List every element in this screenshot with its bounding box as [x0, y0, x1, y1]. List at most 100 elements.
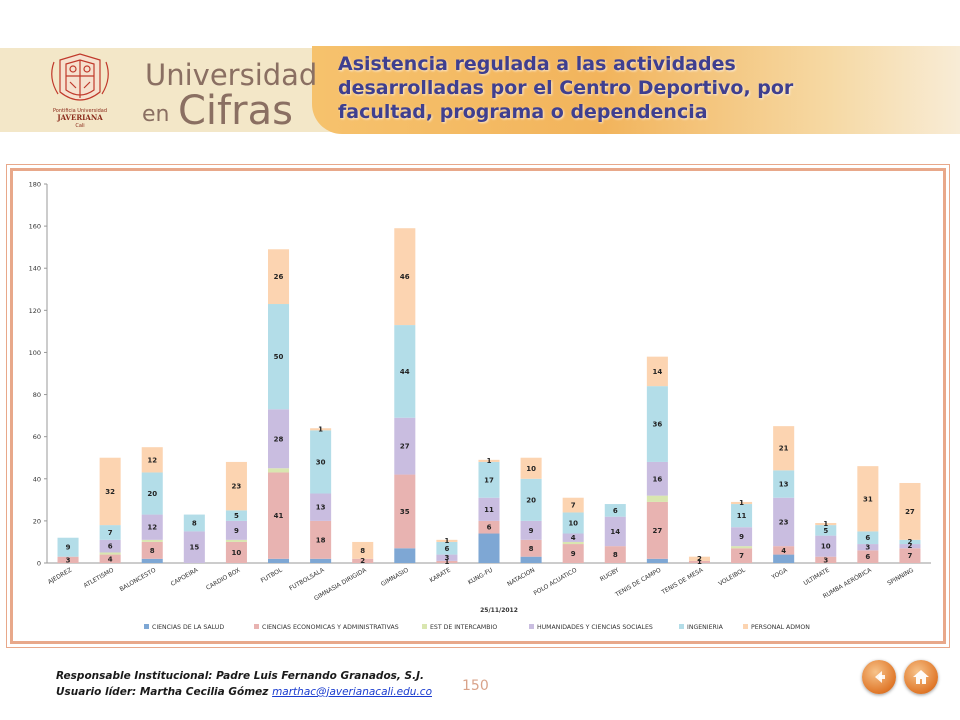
data-label: 4: [781, 547, 786, 555]
bar-segment: [478, 497, 500, 521]
bar-segment: [310, 493, 332, 521]
legend-swatch: [743, 624, 748, 629]
bar-segment: [268, 409, 290, 469]
bar-segment: [604, 504, 626, 517]
bar-segment: [394, 548, 416, 563]
data-label: 1: [823, 520, 828, 528]
bar-segment: [520, 478, 542, 521]
stacked-bar-chart: 02040608010012014016018039AJEDREZ46732AT…: [29, 181, 931, 631]
bar-segment: [394, 325, 416, 418]
bar-segment: [646, 461, 668, 496]
y-tick-label: 140: [29, 265, 41, 273]
data-label: 31: [863, 495, 873, 503]
date-label: 25/11/2012: [480, 607, 518, 614]
bar-segment: [225, 541, 247, 563]
bar-segment: [352, 541, 374, 559]
bar-segment: [688, 556, 710, 561]
home-icon: [913, 670, 929, 684]
footer: Responsable Institucional: Padre Luis Fe…: [56, 668, 432, 700]
brand-line2b: Cifras: [178, 88, 293, 134]
legend-label: PERSONAL ADMON: [751, 624, 810, 631]
y-tick-label: 160: [29, 223, 41, 231]
category-label: BALONCESTO: [118, 567, 157, 594]
bar-segment: [225, 461, 247, 511]
svg-text:JAVERIANA: JAVERIANA: [56, 113, 103, 122]
data-label: 6: [444, 545, 449, 553]
back-button[interactable]: [862, 660, 896, 694]
footer-usuario: Usuario líder: Martha Cecilia Gómez mart…: [56, 684, 432, 700]
bar-segment: [436, 539, 458, 542]
category-label: VOLEIBOL: [717, 566, 747, 587]
home-button[interactable]: [904, 660, 938, 694]
bar-segment: [310, 428, 332, 431]
category-label: CAPOEIRA: [170, 566, 200, 588]
bar-segment: [773, 546, 795, 555]
data-label: 3: [865, 544, 870, 552]
data-label: 32: [105, 488, 115, 496]
legend-swatch: [422, 624, 427, 629]
data-label: 1: [739, 499, 744, 507]
title-banner: [312, 46, 960, 134]
data-label: 8: [192, 519, 197, 527]
bar-segment: [394, 417, 416, 475]
data-label: 14: [653, 368, 663, 376]
data-label: 6: [865, 534, 870, 542]
bar-segment: [57, 556, 79, 563]
bar-segment: [478, 520, 500, 534]
brand-line1: Universidad: [145, 58, 318, 92]
email-link[interactable]: marthac@javerianacali.edu.co: [272, 686, 432, 698]
bar-segment: [478, 459, 500, 462]
bar-segment: [815, 525, 837, 536]
bar-segment: [520, 457, 542, 479]
data-label: 11: [484, 506, 494, 514]
data-label: 12: [147, 456, 157, 464]
legend-label: INGENIERIA: [687, 624, 724, 631]
category-label: GIMNASIO: [380, 567, 410, 588]
data-label: 6: [613, 507, 618, 515]
bar-segment: [688, 560, 710, 563]
category-label: ULTIMATE: [802, 567, 830, 587]
bar-segment: [773, 470, 795, 498]
bar-segment: [562, 541, 584, 545]
bar-segment: [141, 514, 163, 540]
category-label: KARATE: [429, 567, 453, 585]
data-label: 9: [571, 550, 576, 558]
bar-segment: [857, 466, 879, 532]
bar-segment: [815, 535, 837, 557]
data-label: 27: [653, 527, 663, 535]
legend-swatch: [254, 624, 259, 629]
data-label: 15: [189, 544, 199, 552]
data-label: 1: [697, 558, 702, 566]
y-tick-label: 120: [29, 307, 41, 315]
data-label: 6: [487, 524, 492, 532]
data-label: 28: [274, 435, 284, 443]
data-label: 4: [108, 555, 113, 563]
data-label: 7: [739, 552, 744, 560]
bar-segment: [99, 539, 121, 553]
bar-segment: [225, 510, 247, 521]
bar-segment: [436, 541, 458, 555]
bar-segment: [815, 556, 837, 563]
bar-segment: [899, 548, 921, 563]
data-label: 3: [823, 556, 828, 564]
bar-segment: [141, 541, 163, 559]
category-label: NATACION: [506, 567, 536, 588]
footer-responsable: Responsable Institucional: Padre Luis Fe…: [56, 670, 425, 682]
data-label: 27: [400, 443, 410, 451]
data-label: 5: [234, 512, 239, 520]
bar-segment: [857, 531, 879, 545]
bar-segment: [183, 531, 205, 563]
bar-segment: [604, 546, 626, 563]
data-label: 8: [360, 547, 365, 555]
bar-segment: [646, 558, 668, 563]
category-label: YOGA: [770, 566, 790, 581]
data-label: 20: [526, 496, 536, 504]
bar-segment: [646, 501, 668, 559]
bar-segment: [99, 552, 121, 555]
y-tick-label: 0: [37, 560, 41, 568]
bar-segment: [352, 558, 374, 563]
data-label: 6: [108, 543, 113, 551]
data-label: 9: [66, 544, 71, 552]
category-label: FUTBOLSALA: [288, 566, 326, 592]
data-label: 9: [529, 527, 534, 535]
